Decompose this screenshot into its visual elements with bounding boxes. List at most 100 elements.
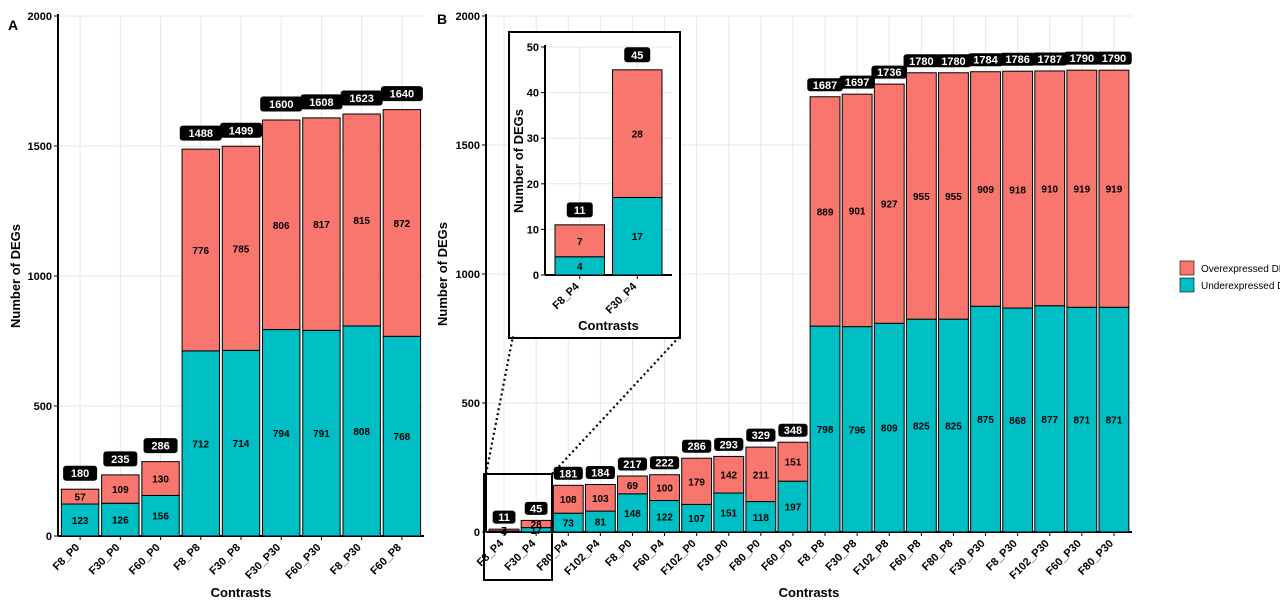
- bar-segment-over: [382, 109, 422, 337]
- bar-value-over: 927: [881, 200, 898, 211]
- bar-total-label: 1499: [229, 125, 253, 137]
- bar-segment-over: [713, 455, 745, 494]
- y-tick-label: 1000: [28, 271, 52, 283]
- x-tick-label: F60_P0: [127, 542, 163, 578]
- bar-value-over: 910: [1041, 184, 1058, 195]
- total-badge: [220, 122, 262, 138]
- x-tick-label: F30_P8: [207, 542, 243, 578]
- bar-total-label: 1736: [877, 67, 901, 79]
- total-badge: [492, 510, 516, 524]
- x-tick-label: F30_P30: [948, 538, 988, 578]
- y-tick-label: 0: [46, 531, 52, 543]
- bar-total-label: 181: [559, 468, 577, 480]
- bar-value-over: 130: [152, 475, 169, 486]
- bar-value-under: 768: [394, 432, 411, 443]
- x-tick-label: F102_P0: [659, 538, 699, 578]
- total-badge: [999, 52, 1036, 66]
- y-tick-label: 2000: [456, 11, 480, 23]
- bar-total-label: 1488: [189, 128, 213, 140]
- bar-segment-under: [1066, 306, 1098, 533]
- y-axis-title: Number of DEGs: [511, 109, 526, 213]
- bar-total-label: 1784: [973, 55, 998, 67]
- bar-value-over: 28: [632, 130, 644, 141]
- bar-total-label: 11: [574, 205, 586, 217]
- bar-segment-under: [649, 500, 680, 533]
- bar-segment-under: [221, 349, 261, 537]
- y-tick-label: 40: [527, 88, 539, 100]
- bar-segment-under: [873, 322, 905, 533]
- bar-segment-over: [905, 72, 937, 320]
- total-badge: [553, 466, 583, 480]
- bar-value-over: 7: [577, 237, 583, 248]
- bar-segment-over: [554, 224, 605, 258]
- bar-segment-over: [809, 96, 841, 327]
- legend-swatch-under: [1179, 277, 1195, 293]
- x-tick-label: F8_P8: [171, 542, 202, 573]
- bar-segment-over: [873, 83, 905, 324]
- x-tick-label: F102_P8: [851, 538, 891, 578]
- bar-value-under: 17: [632, 232, 644, 243]
- bar-value-over: 919: [1106, 185, 1123, 196]
- x-tick-label: F30_P0: [695, 538, 731, 574]
- bar-segment-under: [809, 325, 841, 533]
- bar-total-label: 1780: [909, 56, 933, 68]
- x-tick-label: F60_P0: [759, 538, 795, 574]
- bar-segment-over: [649, 474, 680, 502]
- bar-value-under: 875: [977, 415, 994, 426]
- total-badge: [380, 86, 423, 102]
- bar-total-label: 348: [784, 425, 802, 437]
- total-badge: [807, 78, 843, 92]
- bar-total-label: 1780: [941, 56, 965, 68]
- total-badge: [300, 94, 343, 110]
- bar-value-under: 126: [112, 516, 129, 527]
- y-tick-label: 0: [533, 270, 539, 282]
- bar-segment-over: [101, 474, 140, 504]
- total-badge: [903, 54, 940, 68]
- bar-value-over: 151: [785, 458, 802, 469]
- bar-total-label: 286: [687, 441, 705, 453]
- bar-value-under: 794: [273, 429, 290, 440]
- bar-segment-under: [745, 501, 777, 533]
- panel-b-chart: 05001000150020004711F8_P4172845F30_P4731…: [435, 11, 1132, 600]
- total-badge: [1064, 51, 1100, 65]
- x-axis-title: Contrasts: [211, 585, 272, 600]
- bar-value-under: 122: [656, 512, 673, 523]
- bar-value-over: 955: [945, 192, 962, 203]
- bar-segment-over: [141, 461, 180, 496]
- bar-value-under: 825: [945, 422, 962, 433]
- y-tick-label: 500: [34, 401, 52, 413]
- bar-total-label: 293: [720, 439, 738, 451]
- bar-value-under: 17: [531, 526, 543, 537]
- bar-total-label: 222: [655, 458, 673, 470]
- total-badge: [967, 53, 1004, 67]
- bar-value-over: 57: [75, 493, 87, 504]
- total-badge: [566, 202, 593, 218]
- bar-value-over: 211: [753, 470, 770, 481]
- bar-segment-over: [612, 69, 663, 198]
- bar-value-under: 791: [313, 429, 330, 440]
- bar-total-label: 217: [623, 459, 641, 471]
- bar-value-under: 118: [753, 513, 770, 524]
- y-tick-label: 30: [527, 133, 539, 145]
- bar-value-over: 901: [849, 206, 866, 217]
- y-tick-label: 2000: [28, 11, 52, 23]
- bar-value-under: 825: [913, 422, 930, 433]
- y-tick-label: 20: [527, 179, 539, 191]
- x-axis-title: Contrasts: [578, 318, 639, 333]
- bar-value-under: 151: [720, 509, 737, 520]
- bar-total-label: 184: [591, 468, 610, 480]
- bar-value-over: 142: [720, 471, 737, 482]
- bar-value-under: 796: [849, 425, 866, 436]
- bar-segment-over: [262, 119, 301, 331]
- bar-total-label: 1623: [349, 93, 373, 105]
- bar-value-over: 889: [817, 207, 834, 218]
- bar-value-under: 81: [595, 518, 607, 529]
- x-tick-label: F30_P0: [87, 542, 123, 578]
- total-badge: [179, 125, 222, 141]
- bar-total-label: 1787: [1038, 54, 1062, 66]
- x-tick-label: F60_P8: [888, 538, 924, 574]
- bar-value-over: 785: [233, 244, 250, 255]
- bar-segment-over: [1002, 70, 1034, 309]
- x-tick-label: F8_P0: [603, 538, 634, 569]
- bar-value-over: 108: [560, 495, 577, 506]
